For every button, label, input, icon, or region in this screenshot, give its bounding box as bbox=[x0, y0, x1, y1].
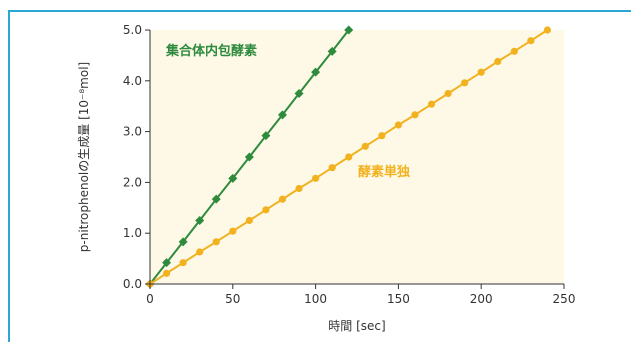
data-point bbox=[327, 46, 337, 56]
data-point bbox=[378, 132, 386, 140]
data-point bbox=[543, 26, 552, 34]
data-point bbox=[494, 57, 502, 66]
data-point bbox=[245, 216, 253, 225]
x-tick-label: 100 bbox=[304, 292, 327, 306]
data-point bbox=[444, 89, 452, 98]
frame-left-border bbox=[8, 10, 10, 342]
data-point bbox=[162, 269, 171, 277]
data-point bbox=[411, 111, 419, 119]
data-point bbox=[527, 37, 535, 45]
y-tick-label: 0.0 bbox=[123, 277, 142, 291]
data-point bbox=[361, 142, 369, 150]
data-point bbox=[178, 237, 188, 247]
data-point bbox=[195, 216, 205, 225]
data-point bbox=[344, 25, 354, 35]
data-point bbox=[212, 238, 220, 246]
data-point bbox=[196, 248, 204, 256]
data-point bbox=[328, 164, 336, 172]
x-tick-label: 200 bbox=[470, 292, 493, 306]
x-tick-label: 250 bbox=[553, 292, 576, 306]
data-point bbox=[294, 89, 304, 98]
y-tick-label: 5.0 bbox=[123, 23, 142, 37]
data-point bbox=[211, 194, 221, 204]
y-tick-label: 3.0 bbox=[123, 125, 142, 139]
x-tick-label: 50 bbox=[225, 292, 240, 306]
data-point bbox=[262, 206, 270, 214]
series-label-enzyme-alone: 酵素単独 bbox=[358, 164, 410, 180]
data-point bbox=[394, 121, 402, 129]
series-layer bbox=[145, 25, 552, 289]
data-point bbox=[261, 131, 271, 141]
y-tick-label: 1.0 bbox=[123, 226, 142, 240]
data-point bbox=[312, 174, 320, 182]
y-tick-label: 4.0 bbox=[123, 74, 142, 88]
data-point bbox=[244, 152, 254, 162]
data-point bbox=[510, 47, 518, 55]
y-axis-title: p-nitrophenolの生成量 [10⁻⁸mol] bbox=[77, 62, 91, 252]
series-label-enzyme-in-aggregate: 集合体内包酵素 bbox=[165, 43, 257, 59]
data-point bbox=[345, 153, 353, 161]
data-point bbox=[162, 258, 172, 268]
x-tick-label: 0 bbox=[146, 292, 154, 306]
x-axis-title: 時間 [sec] bbox=[328, 319, 385, 333]
data-point bbox=[427, 100, 436, 108]
data-point bbox=[461, 79, 469, 87]
data-point bbox=[278, 195, 287, 203]
data-point bbox=[179, 259, 187, 267]
data-point bbox=[477, 68, 485, 76]
series-labels: 集合体内包酵素 酵素単独 bbox=[165, 43, 410, 180]
x-tick-label: 150 bbox=[387, 292, 410, 306]
ticks-layer: 0 50 100 150 200 250 0.0 1.0 2.0 3.0 4.0 5.0 bbox=[123, 23, 576, 306]
plot-area bbox=[150, 30, 564, 284]
data-point bbox=[295, 184, 303, 193]
data-point bbox=[228, 173, 238, 183]
y-tick-label: 2.0 bbox=[123, 175, 142, 189]
data-point bbox=[311, 67, 321, 77]
data-point bbox=[229, 227, 237, 235]
data-point bbox=[277, 110, 287, 120]
frame-top-border bbox=[8, 10, 631, 12]
